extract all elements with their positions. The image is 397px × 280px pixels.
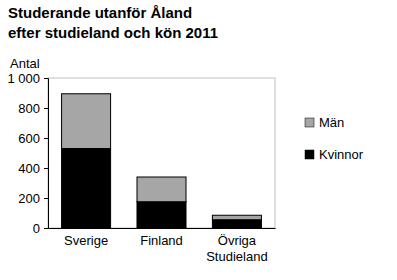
- legend-swatch: [305, 150, 314, 159]
- bar-segment: [212, 215, 261, 220]
- y-axis-line: [44, 79, 49, 229]
- y-tick: 1 000: [7, 71, 48, 86]
- y-tick: 0: [33, 221, 48, 236]
- x-tick: Sverige: [64, 228, 108, 248]
- x-axis-line: [49, 228, 276, 229]
- legend: Män Kvinnor: [305, 115, 364, 162]
- x-axis: Sverige Finland ÖvrigaStudieland: [49, 228, 276, 264]
- y-tick-label: 600: [18, 131, 40, 146]
- bar-segment: [62, 149, 111, 229]
- bar-segment: [137, 177, 186, 202]
- y-tick-label: 0: [33, 221, 40, 236]
- legend-item: Kvinnor: [305, 147, 364, 162]
- x-tick: ÖvrigaStudieland: [206, 228, 267, 264]
- y-axis-title: Antal: [10, 56, 40, 71]
- title: Studerande utanför Ålandefter studieland…: [8, 4, 218, 41]
- y-tick: 200: [18, 191, 48, 206]
- y-tick-mark: [44, 138, 48, 139]
- y-tick-mark: [44, 228, 48, 229]
- y-tick-label: 800: [18, 101, 40, 116]
- bar-segment: [137, 202, 186, 228]
- legend-label: Män: [319, 115, 344, 130]
- y-tick-label: 1 000: [7, 71, 40, 86]
- plot: 0 200 400 600 800 1 000 Sverige Finland ÖvrigaSt…: [7, 71, 275, 265]
- x-tick-label: Finland: [140, 233, 183, 248]
- legend-item: Män: [305, 115, 344, 130]
- y-tick: 600: [18, 131, 48, 146]
- x-tick-label: ÖvrigaStudieland: [206, 233, 267, 264]
- y-tick-mark: [44, 198, 48, 199]
- y-tick-mark: [44, 78, 48, 79]
- bars: [62, 94, 262, 228]
- legend-label: Kvinnor: [319, 147, 364, 162]
- y-tick-label: 400: [18, 161, 40, 176]
- x-tick: Finland: [140, 228, 183, 248]
- y-tick-mark: [44, 108, 48, 109]
- bar-segment: [62, 94, 111, 149]
- chart: Studerande utanför Ålandefter studieland…: [0, 0, 397, 280]
- y-tick-mark: [44, 168, 48, 169]
- y-tick: 400: [18, 161, 48, 176]
- bar-segment: [212, 220, 261, 228]
- y-tick: 800: [18, 101, 48, 116]
- y-tick-label: 200: [18, 191, 40, 206]
- legend-swatch: [305, 118, 314, 127]
- y-axis: 0 200 400 600 800 1 000: [7, 71, 48, 236]
- x-tick-label: Sverige: [64, 233, 108, 248]
- plot-frame: [48, 78, 275, 228]
